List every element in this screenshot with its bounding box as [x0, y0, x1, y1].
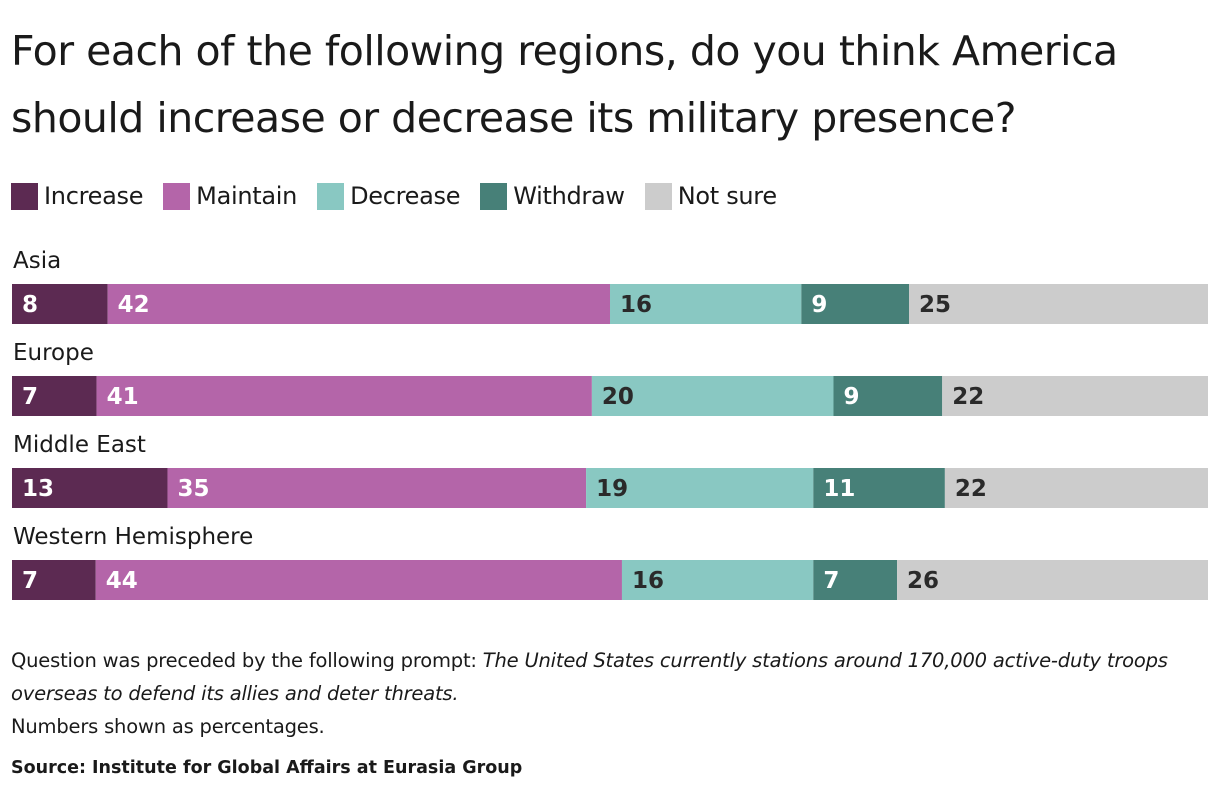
value-label-middle-east-increase: 13 [22, 476, 54, 502]
value-label-europe-decrease: 20 [602, 384, 634, 410]
bar-middle-east-maintain [167, 468, 587, 508]
value-label-asia-decrease: 16 [620, 292, 652, 318]
bar-western-hemisphere-withdraw [813, 560, 898, 600]
note-units: Numbers shown as percentages. [11, 715, 325, 738]
value-label-asia-increase: 8 [22, 292, 38, 318]
bar-middle-east-not-sure [944, 468, 1208, 508]
category-label-middle-east: Middle East [13, 432, 146, 458]
legend-item-decrease: Decrease [317, 182, 460, 210]
legend-swatch-maintain [163, 182, 191, 210]
value-label-western-hemisphere-increase: 7 [22, 568, 38, 594]
bar-asia-maintain [107, 284, 611, 324]
bar-western-hemisphere-increase [12, 560, 96, 600]
bar-middle-east-withdraw [813, 468, 945, 508]
bar-western-hemisphere-maintain [95, 560, 622, 600]
legend-label-decrease: Decrease [350, 182, 461, 210]
bar-europe-not-sure [942, 376, 1208, 416]
legend-item-increase: Increase [11, 182, 143, 210]
legend-label-not-sure: Not sure [677, 182, 777, 210]
value-label-western-hemisphere-withdraw: 7 [823, 568, 839, 594]
bar-europe-withdraw [833, 376, 943, 416]
bar-western-hemisphere-not-sure [897, 560, 1208, 600]
bar-middle-east-increase [12, 468, 168, 508]
stacked-bar-chart: Asia 8 42 16 9 25 Europe 7 41 20 9 22 Middle East 13 3… [12, 248, 1208, 600]
bar-asia-withdraw [801, 284, 909, 324]
value-label-asia-withdraw: 9 [811, 292, 827, 318]
legend-label-increase: Increase [44, 182, 144, 210]
note-prefix: Question was preceded by the following p… [11, 649, 483, 672]
legend-label-withdraw: Withdraw [513, 182, 625, 210]
value-label-europe-withdraw: 9 [843, 384, 859, 410]
value-label-middle-east-not-sure: 22 [955, 476, 987, 502]
value-label-western-hemisphere-maintain: 44 [106, 568, 138, 594]
bar-asia-decrease [610, 284, 802, 324]
legend-swatch-withdraw [480, 182, 508, 210]
chart-legend: Increase Maintain Decrease Withdraw Not … [11, 180, 797, 212]
legend-label-maintain: Maintain [196, 182, 298, 210]
legend-item-not-sure: Not sure [644, 182, 777, 210]
legend-swatch-not-sure [644, 182, 672, 210]
chart-source: Source: Institute for Global Affairs at … [11, 758, 523, 778]
value-label-asia-not-sure: 25 [919, 292, 951, 318]
legend-item-withdraw: Withdraw [480, 182, 625, 210]
bar-asia-not-sure [909, 284, 1208, 324]
bar-europe-maintain [96, 376, 592, 416]
bar-western-hemisphere-decrease [621, 560, 814, 600]
legend-swatch-increase [11, 182, 38, 210]
value-label-western-hemisphere-decrease: 16 [632, 568, 664, 594]
category-label-western-hemisphere: Western Hemisphere [13, 524, 253, 550]
bar-europe-decrease [591, 376, 834, 416]
bar-asia-increase [12, 284, 108, 324]
value-label-middle-east-decrease: 19 [596, 476, 628, 502]
value-label-middle-east-withdraw: 11 [823, 476, 855, 502]
value-label-europe-increase: 7 [22, 384, 38, 410]
chart-note: Question was preceded by the following p… [11, 644, 1206, 743]
value-label-western-hemisphere-not-sure: 26 [907, 568, 939, 594]
category-label-europe: Europe [13, 340, 94, 366]
legend-item-maintain: Maintain [163, 182, 297, 210]
value-label-europe-maintain: 41 [107, 384, 139, 410]
bar-middle-east-decrease [586, 468, 814, 508]
note-prompt: The United States currently stations aro… [11, 649, 1168, 705]
bar-europe-increase [12, 376, 97, 416]
value-label-asia-maintain: 42 [118, 292, 150, 318]
value-label-middle-east-maintain: 35 [177, 476, 209, 502]
value-label-europe-not-sure: 22 [952, 384, 984, 410]
chart-title: For each of the following regions, do yo… [11, 27, 1118, 142]
legend-swatch-decrease [317, 182, 345, 210]
category-label-asia: Asia [13, 248, 61, 274]
